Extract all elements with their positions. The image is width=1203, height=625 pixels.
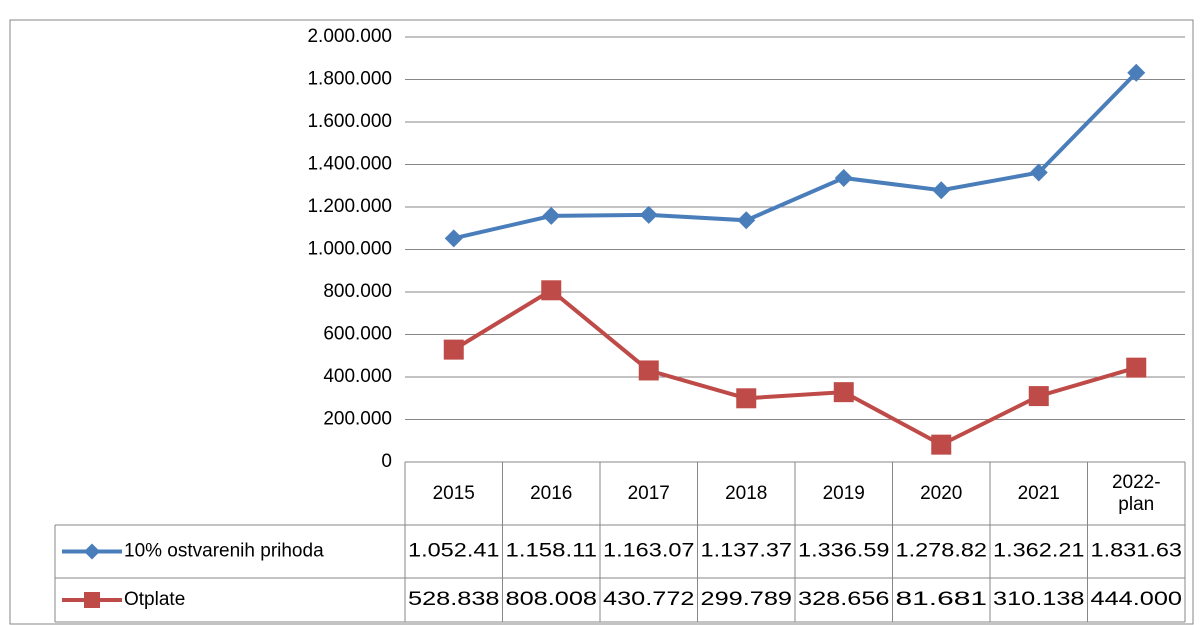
x-tick-label: 2022-plan: [1088, 462, 1186, 525]
table-value: 1.278.82: [896, 541, 988, 562]
x-tick-label: 2018: [698, 462, 796, 525]
series-line: [452, 287, 1137, 447]
x-tick-label: 2015: [405, 462, 503, 525]
category-cell: 2022-plan: [1088, 462, 1186, 525]
marker: [833, 382, 854, 403]
marker: [638, 360, 659, 381]
table-value: 1.163.07: [603, 541, 695, 562]
table-value: 430.772: [603, 589, 695, 610]
marker: [84, 543, 100, 560]
x-tick-label: 2016: [503, 462, 601, 525]
y-tick-label: 400.000: [323, 366, 392, 387]
category-cell: 2020: [893, 462, 991, 525]
x-tick-label: 2019: [795, 462, 893, 525]
x-tick-text: 2018: [725, 482, 768, 504]
marker: [834, 168, 853, 187]
marker: [444, 229, 463, 248]
marker: [1127, 63, 1146, 82]
y-tick-label: 2.000.000: [307, 26, 392, 47]
y-tick-label: 600.000: [323, 324, 392, 345]
y-tick-label: 1.400.000: [307, 154, 392, 175]
chart-frame: [9, 19, 1194, 625]
y-tick-label: 0: [381, 451, 392, 472]
legend-label: 10% ostvarenih prihoda: [124, 541, 324, 562]
table-value: 81.681: [896, 589, 988, 610]
marker: [932, 181, 951, 200]
table-value: 299.789: [701, 589, 793, 610]
table-value: 310.138: [993, 589, 1085, 610]
table-value: 1.158.11: [506, 541, 598, 562]
category-cell: 2017: [600, 462, 698, 525]
x-tick-label: 2020: [893, 462, 991, 525]
table-value: 1.137.37: [701, 541, 793, 562]
y-tick-label: 1.200.000: [307, 196, 392, 217]
table-value: 1.052.41: [408, 541, 500, 562]
marker: [1028, 386, 1049, 407]
category-cell: 2019: [795, 462, 893, 525]
table-value: 1.336.59: [798, 541, 890, 562]
x-tick-label: 2021: [990, 462, 1088, 525]
table-value: 328.656: [798, 589, 890, 610]
table-value: 808.008: [506, 589, 598, 610]
table-value: 528.838: [408, 589, 500, 610]
legend-label: Otplate: [124, 589, 185, 610]
x-tick-text: 2021: [1017, 482, 1060, 504]
y-tick-label: 800.000: [323, 281, 392, 302]
x-tick-text: 2020: [920, 482, 963, 504]
y-tick-label: 1.000.000: [307, 239, 392, 260]
x-tick-text: 2019: [822, 482, 865, 504]
marker: [443, 339, 464, 360]
table-value: 1.831.63: [1091, 541, 1183, 562]
marker: [737, 211, 756, 230]
marker: [736, 388, 757, 409]
marker: [1029, 163, 1048, 182]
category-cell: 2016: [503, 462, 601, 525]
table-value: 1.362.21: [993, 541, 1085, 562]
marker: [639, 205, 658, 224]
x-tick-text: 2015: [432, 482, 475, 504]
marker: [542, 206, 561, 225]
table-value: 444.000: [1091, 589, 1183, 610]
x-tick-label: 2017: [600, 462, 698, 525]
y-tick-label: 1.800.000: [307, 69, 392, 90]
category-cell: 2021: [990, 462, 1088, 525]
marker: [541, 280, 562, 301]
marker: [931, 434, 952, 455]
category-cell: 2015: [405, 462, 503, 525]
x-tick-text: 2017: [627, 482, 670, 504]
category-cell: 2018: [698, 462, 796, 525]
y-tick-label: 200.000: [323, 409, 392, 430]
x-tick-text: 2016: [530, 482, 573, 504]
y-tick-label: 1.600.000: [307, 111, 392, 132]
marker: [84, 592, 100, 608]
x-tick-text: 2022-plan: [1111, 471, 1161, 515]
series-line: [453, 71, 1138, 241]
marker: [1126, 357, 1147, 378]
